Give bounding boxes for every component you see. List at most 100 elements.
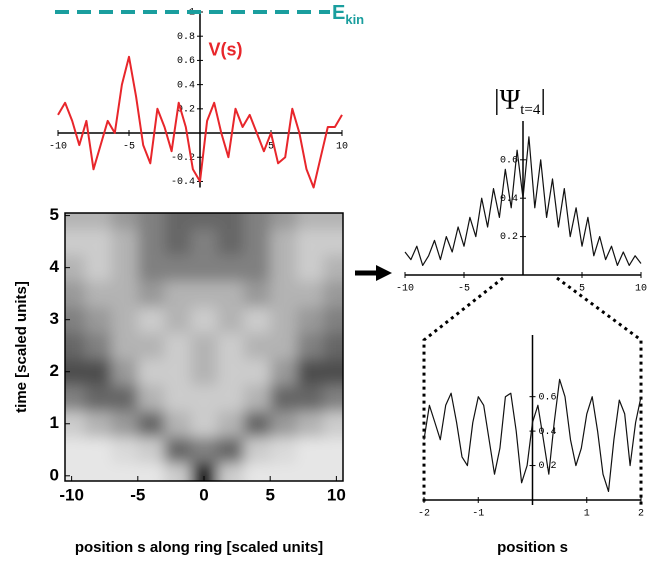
heatmap-cell: [217, 228, 245, 256]
heatmap-cell: [65, 358, 86, 386]
x-axis-label: position s along ring [scaled units]: [75, 539, 323, 556]
heatmap-cell: [296, 213, 324, 230]
heatmap-cell: [190, 332, 218, 360]
heatmap-cell: [65, 332, 86, 360]
reference-label: Ekin: [332, 2, 364, 27]
heatmap-cell: [190, 306, 218, 334]
y-tick-label: -0.4: [171, 177, 195, 188]
heatmap-cell: [164, 436, 192, 464]
y-tick-label: 1: [50, 413, 59, 432]
heatmap: [65, 213, 343, 481]
heatmap-cell: [323, 410, 343, 438]
x-tick-label: -5: [458, 284, 470, 295]
heatmap-cell: [84, 332, 112, 360]
x-tick-label: 2: [638, 509, 644, 520]
heatmap-cell: [111, 280, 139, 308]
heatmap-cell: [137, 410, 165, 438]
heatmap-cell: [111, 228, 139, 256]
heatmap-cell: [323, 462, 343, 481]
x-tick-label: -10: [396, 284, 414, 295]
heatmap-cell: [65, 213, 86, 230]
x-axis-label: position s: [497, 539, 568, 556]
heatmap-cell: [270, 228, 298, 256]
y-tick-label: 0.4: [500, 194, 518, 205]
heatmap-cell: [323, 306, 343, 334]
heatmap-cell: [111, 254, 139, 282]
data-line: [57, 55, 343, 189]
heatmap-cell: [137, 213, 165, 230]
heatmap-cell: [84, 280, 112, 308]
heatmap-cell: [270, 462, 298, 481]
y-tick-label: 4: [50, 257, 60, 276]
heatmap-cell: [164, 228, 192, 256]
heatmap-cell: [190, 384, 218, 412]
y-tick-label: 0.4: [539, 427, 557, 438]
heatmap-cell: [111, 384, 139, 412]
heatmap-cell: [65, 280, 86, 308]
heatmap-cell: [296, 254, 324, 282]
reference-label-main: E: [332, 2, 345, 24]
heatmap-cell: [323, 213, 343, 230]
heatmap-cell: [84, 410, 112, 438]
heatmap-cell: [84, 306, 112, 334]
y-axis-label: time [scaled units]: [13, 281, 30, 413]
heatmap-cell: [190, 358, 218, 386]
heatmap-cell: [137, 436, 165, 464]
heatmap-cell: [164, 410, 192, 438]
heatmap-cell: [243, 358, 271, 386]
psi-title: |Ψt=4|: [494, 85, 546, 118]
heatmap-cell: [296, 228, 324, 256]
heatmap-cell: [217, 280, 245, 308]
heatmap-cell: [65, 384, 86, 412]
x-tick-label: -10: [59, 485, 84, 504]
heatmap-cell: [137, 384, 165, 412]
heatmap-cell: [323, 280, 343, 308]
heatmap-cell: [65, 410, 86, 438]
heatmap-cell: [164, 213, 192, 230]
heatmap-cell: [164, 280, 192, 308]
heatmap-cell: [190, 254, 218, 282]
heatmap-cell: [164, 462, 192, 481]
heatmap-cell: [164, 332, 192, 360]
data-line: [404, 136, 642, 266]
heatmap-cell: [323, 384, 343, 412]
heatmap-cell: [270, 213, 298, 230]
heatmap-cell: [65, 306, 86, 334]
heatmap-cell: [323, 254, 343, 282]
heatmap-cell: [137, 280, 165, 308]
heatmap-cell: [217, 332, 245, 360]
heatmap-cell: [217, 384, 245, 412]
heatmap-cell: [270, 358, 298, 386]
heatmap-cell: [84, 384, 112, 412]
y-tick-label: 0.6: [539, 392, 557, 403]
title-sub: t=4: [520, 102, 541, 118]
y-tick-label: 0.6: [500, 155, 518, 166]
heatmap-cell: [164, 358, 192, 386]
heatmap-cell: [323, 358, 343, 386]
x-tick-label: 10: [327, 485, 346, 504]
x-tick-label: -5: [123, 142, 135, 153]
heatmap-cell: [164, 254, 192, 282]
heatmap-cell: [137, 332, 165, 360]
y-tick-label: 0.6: [177, 56, 195, 67]
heatmap-cell: [243, 332, 271, 360]
heatmap-cell: [243, 410, 271, 438]
heatmap-cell: [217, 436, 245, 464]
y-tick-label: 0.2: [177, 104, 195, 115]
series-label: V(s): [209, 39, 243, 59]
heatmap-cell: [296, 332, 324, 360]
heatmap-cell: [243, 213, 271, 230]
heatmap-cell: [243, 228, 271, 256]
x-tick-label: 5: [579, 284, 585, 295]
heatmap-cell: [217, 213, 245, 230]
y-tick-label: 0: [50, 465, 59, 484]
heatmap-cell: [111, 213, 139, 230]
heatmap-cell: [137, 254, 165, 282]
heatmap-cell: [270, 410, 298, 438]
x-tick-label: 0: [199, 485, 208, 504]
heatmap-cell: [243, 462, 271, 481]
heatmap-cell: [243, 280, 271, 308]
heatmap-cell: [217, 410, 245, 438]
heatmap-cell: [65, 436, 86, 464]
x-tick-label: 5: [268, 142, 274, 153]
